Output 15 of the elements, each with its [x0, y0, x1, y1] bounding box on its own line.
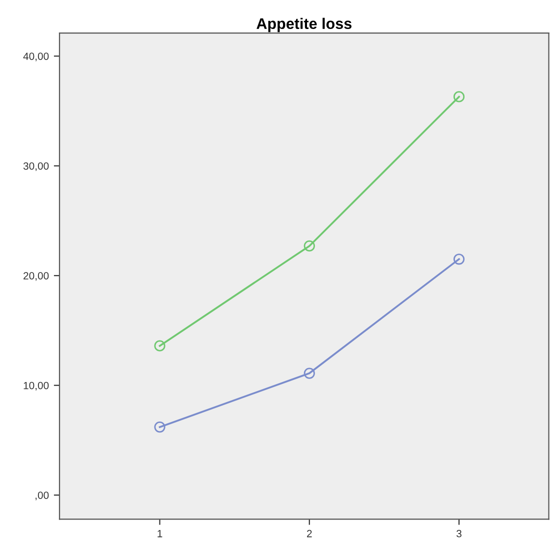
y-tick-label: 30,00	[23, 162, 49, 171]
point	[453, 254, 465, 265]
y-tick-label: 20,00	[24, 272, 49, 281]
point	[304, 368, 315, 379]
chart-title: Appetite loss	[256, 18, 352, 32]
x-tick-label: 3	[456, 530, 462, 538]
point	[453, 91, 465, 102]
x-tick-label: 1	[158, 530, 162, 538]
x-tick-label: 2	[307, 530, 312, 538]
y-tick-label: 40,00	[23, 52, 49, 62]
point	[154, 340, 166, 352]
point	[154, 421, 166, 433]
y-tick-label: 10,00	[24, 382, 49, 390]
point	[304, 240, 315, 252]
y-tick-label: ,00	[36, 492, 49, 500]
